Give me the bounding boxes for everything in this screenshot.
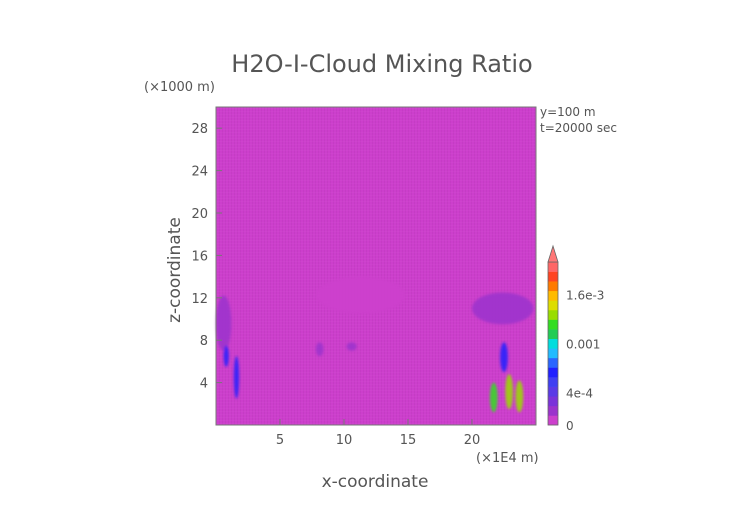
colorbar-segment-1: [548, 405, 558, 416]
x-tick-label-3: 20: [464, 433, 481, 448]
colorbar-tick-label-3: 1.6e-3: [566, 289, 604, 303]
colorbar-segment-16: [548, 262, 558, 272]
heatmap-region-3: [315, 276, 406, 314]
heatmap-region-9: [515, 380, 524, 413]
y-tick-label-4: 20: [191, 207, 208, 222]
annotation-y: y=100 m: [540, 105, 596, 119]
colorbar-segment-11: [548, 309, 558, 320]
plot-frame: [215, 106, 537, 426]
heatmap-regions: [216, 276, 534, 413]
colorbar-segment-14: [548, 281, 558, 292]
y-tick-label-2: 12: [191, 292, 208, 307]
colorbar-segment-3: [548, 386, 558, 397]
x-axis-ticks: 5 10 15 20: [276, 419, 480, 448]
y-tick-label-0: 4: [200, 377, 208, 392]
x-multiplier-label: (×1E4 m): [476, 451, 539, 466]
colorbar-segment-0: [548, 415, 558, 426]
y-axis-label: z-coordinate: [165, 217, 185, 323]
annotation-t: t=20000 sec: [540, 121, 617, 135]
y-tick-label-3: 16: [191, 249, 208, 264]
colorbar-segment-9: [548, 329, 558, 340]
y-tick-label-1: 8: [200, 334, 208, 349]
x-axis-label: x-coordinate: [322, 472, 429, 492]
plot-area: [215, 106, 537, 426]
colorbar-segment-12: [548, 300, 558, 311]
x-tick-label-2: 15: [400, 433, 417, 448]
colorbar-segment-10: [548, 319, 558, 330]
heatmap-region-2: [233, 356, 240, 399]
heatmap-region-10: [489, 382, 498, 413]
colorbar-segment-2: [548, 396, 558, 407]
heatmap-region-1: [223, 345, 229, 367]
y-axis-ticks: 4 8 12 16 20 24 28: [191, 122, 222, 392]
colorbar-segment-6: [548, 357, 558, 368]
heatmap-region-6: [472, 292, 534, 325]
y-tick-label-5: 24: [191, 165, 208, 180]
x-tick-label-1: 10: [336, 433, 353, 448]
colorbar-tick-label-1: 4e-4: [566, 386, 593, 400]
colorbar-segment-8: [548, 338, 558, 349]
y-multiplier-label: (×1000 m): [144, 80, 215, 95]
colorbar-segment-13: [548, 290, 558, 301]
heatmap-region-8: [505, 374, 513, 410]
heatmap-region-7: [500, 342, 508, 372]
colorbar-segment-7: [548, 348, 558, 359]
colorbar: 0 4e-4 0.001 1.6e-3: [547, 244, 604, 433]
heatmap-region-5: [346, 342, 357, 351]
colorbar-tick-label-2: 0.001: [566, 338, 600, 352]
x-tick-label-0: 5: [276, 433, 284, 448]
chart-title: H2O-I-Cloud Mixing Ratio: [231, 50, 532, 78]
heatmap-region-0: [216, 295, 232, 351]
colorbar-extend-arrow: [547, 244, 559, 263]
colorbar-segment-5: [548, 367, 558, 378]
y-tick-label-6: 28: [191, 122, 208, 137]
heatmap-background: [216, 107, 536, 425]
colorbar-segment-15: [548, 271, 558, 282]
colorbar-segment-4: [548, 377, 558, 387]
colorbar-tick-label-0: 0: [566, 419, 574, 433]
heatmap-region-4: [315, 342, 324, 357]
